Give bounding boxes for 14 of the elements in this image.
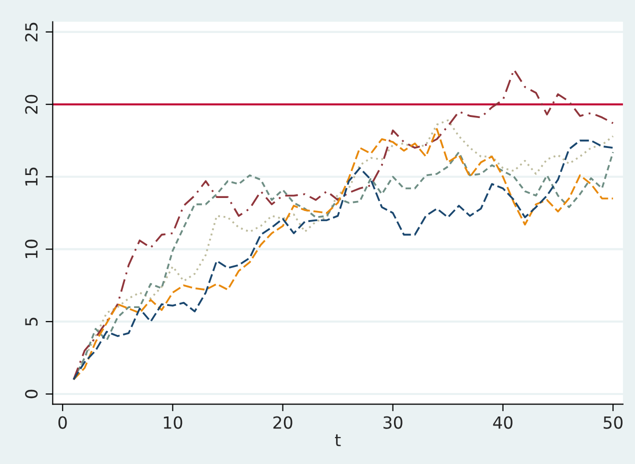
- y-tick-label: 5: [25, 318, 38, 326]
- x-tick-label: 0: [58, 416, 67, 429]
- x-tick-label: 30: [384, 416, 402, 429]
- x-tick-label: 40: [493, 416, 512, 429]
- x-axis-title: t: [335, 434, 341, 446]
- y-tick-label: 0: [25, 390, 38, 398]
- y-tick-label: 15: [25, 168, 38, 186]
- x-tick-label: 10: [164, 416, 182, 429]
- x-tick-label: 20: [273, 416, 292, 429]
- x-tick-label: 50: [604, 416, 623, 429]
- line-series: [72, 68, 614, 380]
- y-tick-label: 25: [25, 22, 38, 42]
- y-tick-label: 20: [25, 94, 38, 114]
- y-tick-label: 10: [25, 240, 38, 258]
